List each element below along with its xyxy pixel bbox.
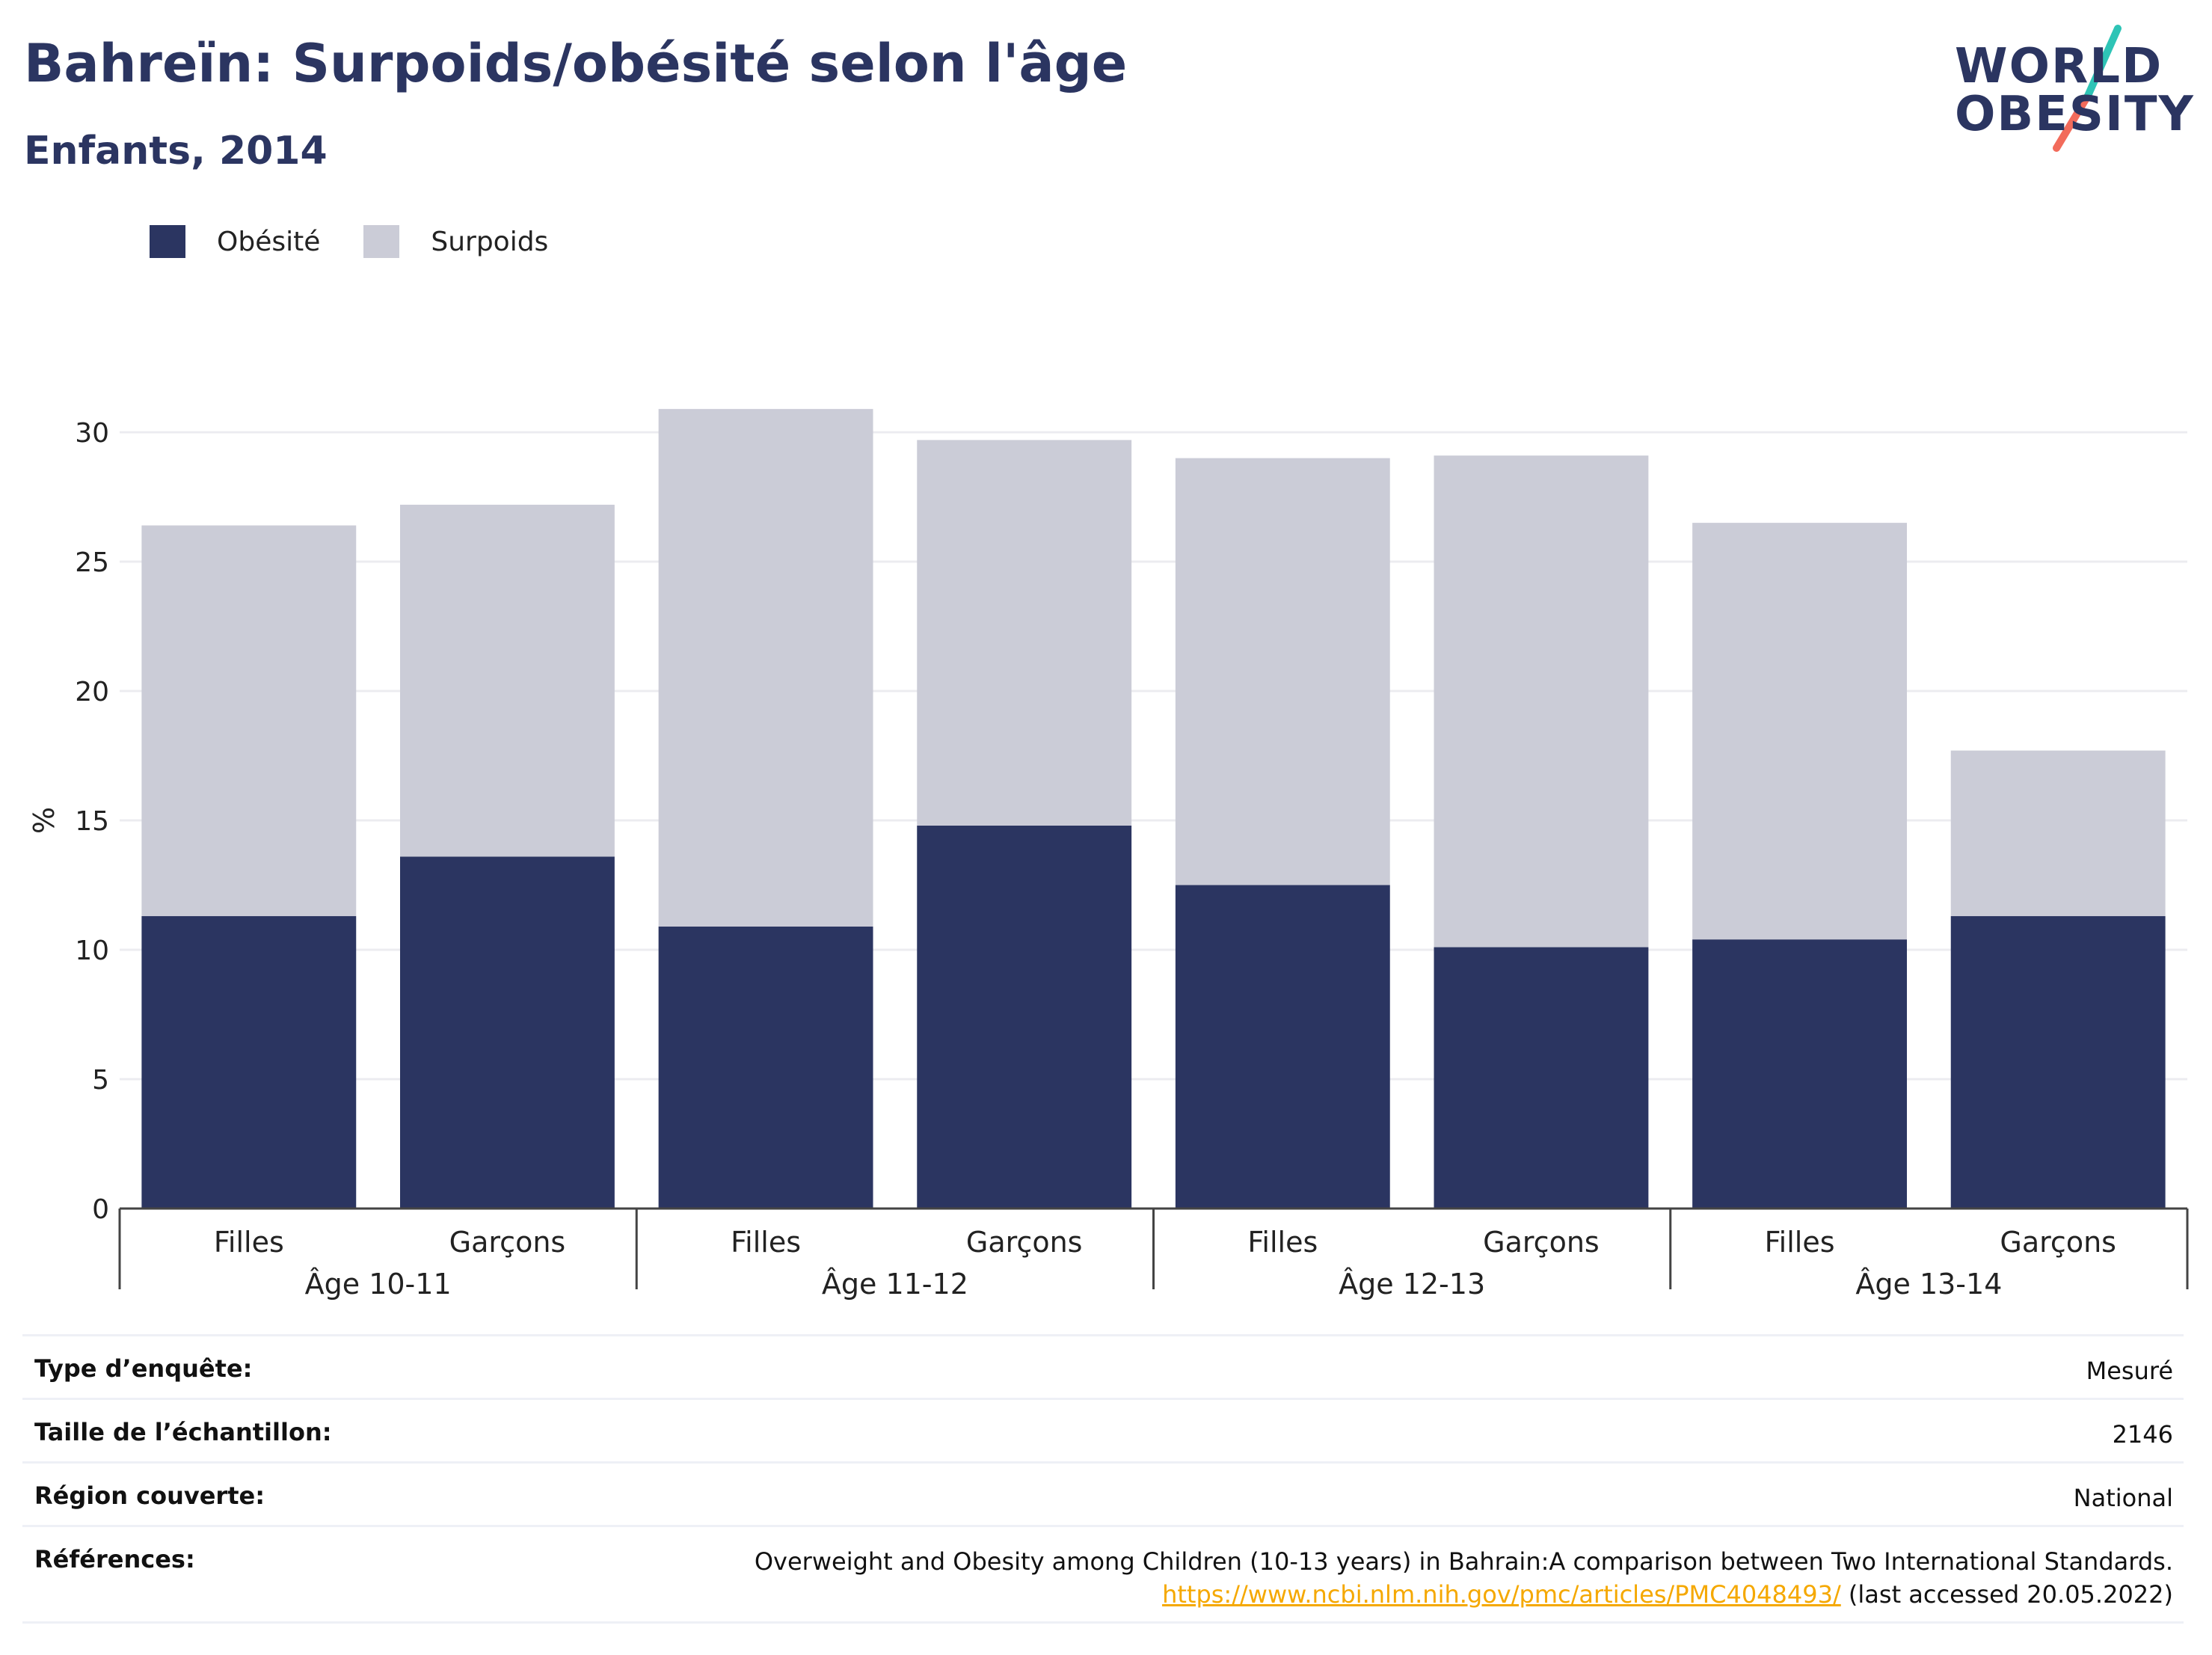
- region-value: National: [2073, 1484, 2173, 1512]
- x-tick-label: Filles: [1765, 1226, 1835, 1259]
- bar-segment-obesite: [917, 825, 1132, 1209]
- x-tick-label: Garçons: [1483, 1226, 1600, 1259]
- legend-swatch-surpoids: [363, 225, 400, 258]
- y-axis-label: %: [28, 807, 61, 834]
- logo-text-world: WORLD: [1955, 39, 2163, 94]
- y-tick-label: 20: [75, 677, 109, 707]
- table-row: Type d’enquête: Mesuré: [22, 1334, 2184, 1398]
- x-tick-label: Garçons: [2000, 1226, 2116, 1259]
- references-value: Overweight and Obesity among Children (1…: [755, 1545, 2173, 1611]
- bar-segment-obesite: [141, 916, 357, 1209]
- table-row: Région couverte: National: [22, 1461, 2184, 1525]
- stacked-bar-chart: 0 5 10 15 20 25 30% Filles Garçons Filles Garçons F…: [28, 408, 2189, 1301]
- legend-label: Obésité: [217, 226, 321, 257]
- bar-segment-obesite: [1950, 916, 2166, 1209]
- bar-segment-obesite: [400, 856, 615, 1209]
- logo-slash-icon: [2053, 25, 2122, 152]
- survey-info-table: Type d’enquête: Mesuré Taille de l’échan…: [22, 1334, 2184, 1624]
- bar-segment-surpoids: [1950, 750, 2166, 917]
- sample-size-label: Taille de l’échantillon:: [34, 1418, 332, 1446]
- x-tick-label: Filles: [214, 1226, 284, 1259]
- x-tick-label: Filles: [731, 1226, 801, 1259]
- survey-type-value: Mesuré: [2086, 1357, 2173, 1385]
- reference-access-date: (last accessed 20.05.2022): [1840, 1580, 2173, 1609]
- legend: Obésité Surpoids: [150, 223, 592, 260]
- world-obesity-logo: WORLD OBESITY: [1944, 21, 2193, 156]
- bar-segment-surpoids: [141, 525, 357, 917]
- legend-swatch-obesite: [150, 225, 185, 258]
- legend-label: Surpoids: [431, 226, 549, 257]
- bar-segment-obesite: [658, 926, 873, 1209]
- bar-segment-obesite: [1175, 885, 1390, 1209]
- reference-link[interactable]: https://www.ncbi.nlm.nih.gov/pmc/article…: [1162, 1580, 1841, 1609]
- legend-item-obesite[interactable]: Obésité: [150, 225, 320, 258]
- bar-segment-surpoids: [658, 408, 873, 927]
- bar-segment-surpoids: [1692, 523, 1907, 940]
- y-tick-label: 15: [75, 806, 109, 837]
- y-tick-label: 25: [75, 547, 109, 578]
- logo-text-obesity: OBESITY: [1955, 87, 2195, 142]
- y-tick-label: 10: [75, 936, 109, 966]
- group-label: Âge 13-14: [1855, 1268, 2002, 1301]
- region-label: Région couverte:: [34, 1481, 265, 1510]
- reference-citation: Overweight and Obesity among Children (1…: [754, 1547, 2173, 1576]
- table-row: Taille de l’échantillon: 2146: [22, 1398, 2184, 1461]
- y-tick-label: 30: [75, 418, 109, 449]
- y-tick-label: 5: [92, 1065, 109, 1096]
- group-label: Âge 11-12: [822, 1268, 968, 1301]
- bar-segment-surpoids: [917, 440, 1132, 826]
- bar-segment-surpoids: [400, 504, 615, 857]
- chart-title: Bahreïn: Surpoids/obésité selon l'âge: [24, 33, 1128, 94]
- y-tick-label: 0: [92, 1194, 109, 1225]
- sample-size-value: 2146: [2112, 1420, 2173, 1449]
- bar-segment-surpoids: [1434, 455, 1649, 948]
- bar-segment-obesite: [1434, 947, 1649, 1209]
- legend-item-surpoids[interactable]: Surpoids: [363, 225, 548, 258]
- x-tick-label: Filles: [1247, 1226, 1318, 1259]
- references-label: Références:: [34, 1545, 195, 1573]
- x-tick-label: Garçons: [449, 1226, 566, 1259]
- group-label: Âge 12-13: [1339, 1268, 1485, 1301]
- reference-link-line: https://www.ncbi.nlm.nih.gov/pmc/article…: [755, 1578, 2173, 1611]
- group-label: Âge 10-11: [305, 1268, 452, 1301]
- survey-type-label: Type d’enquête:: [34, 1354, 253, 1383]
- bar-segment-surpoids: [1175, 458, 1390, 885]
- table-row: Références: Overweight and Obesity among…: [22, 1525, 2184, 1624]
- bar-segment-obesite: [1692, 939, 1907, 1209]
- x-tick-label: Garçons: [966, 1226, 1083, 1259]
- chart-subtitle: Enfants, 2014: [24, 129, 328, 174]
